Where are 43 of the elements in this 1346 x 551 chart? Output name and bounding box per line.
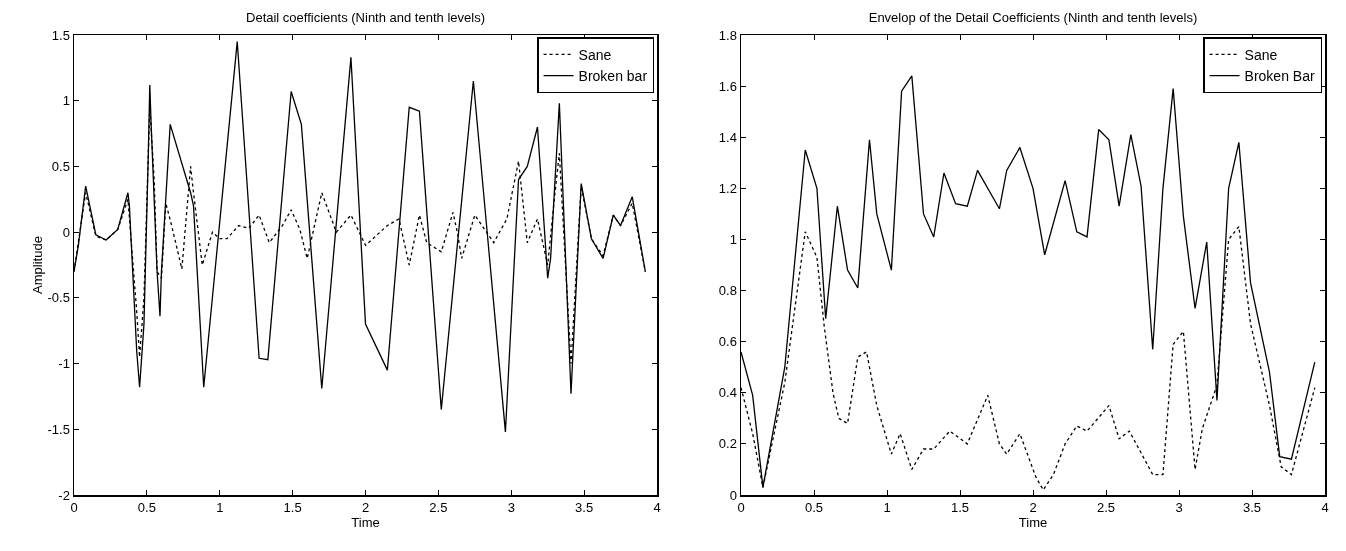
y-tick-label: 0.5 [51,158,70,174]
y-tick-label: 0.6 [718,334,737,350]
y-tick-label: 1 [729,231,737,247]
legend-label: Sane [1244,46,1278,63]
x-axis-title: Time [1018,515,1048,531]
chart-title: Envelop of the Detail Coefficients (Ninth and tenth levels) [868,10,1198,25]
y-tick-label: 1 [62,93,70,109]
y-axis-title: Amplitude [29,236,45,294]
y-tick-label: 0 [729,487,737,503]
y-tick-label: 1.2 [718,180,737,196]
x-tick-label: 2 [361,500,370,516]
x-tick-label: 0.5 [137,500,156,516]
x-tick-label: 4 [1321,500,1329,516]
y-tick-label: 0.2 [718,436,737,452]
legend-label: Broken bar [578,68,648,85]
x-tick-label: 1 [216,500,224,516]
x-tick-label: 1 [883,500,891,516]
y-tick-label: -0.5 [47,290,70,306]
legend-label: Sane [578,46,612,63]
x-tick-label: 2.5 [429,500,448,516]
x-tick-label: 1.5 [950,500,970,516]
x-tick-label: 2 [1029,500,1037,516]
x-tick-label: 2.5 [1096,500,1116,516]
y-tick-label: 1.8 [718,27,737,43]
y-tick-label: -2 [58,487,70,503]
x-tick-label: 4 [653,500,661,516]
x-tick-label: 3 [1175,500,1183,516]
x-axis-title: Time [351,515,380,531]
y-tick-label: 1.5 [51,27,70,43]
chart-title: Detail coefficients (Ninth and tenth levels) [246,10,485,25]
y-tick-label: -1 [58,356,70,372]
x-tick-label: 3 [507,500,515,516]
legend-label: Broken Bar [1244,68,1315,85]
y-tick-label: 0.8 [718,283,737,299]
x-tick-label: 1.5 [283,500,302,516]
y-tick-label: 0 [62,224,70,240]
x-tick-label: 3.5 [1242,500,1262,516]
y-tick-label: 0.4 [718,385,737,401]
y-tick-label: 1.6 [718,78,737,94]
x-tick-label: 3.5 [575,500,594,516]
y-tick-label: 1.4 [718,129,737,145]
x-tick-label: 0.5 [804,500,824,516]
y-tick-label: -1.5 [47,421,70,437]
